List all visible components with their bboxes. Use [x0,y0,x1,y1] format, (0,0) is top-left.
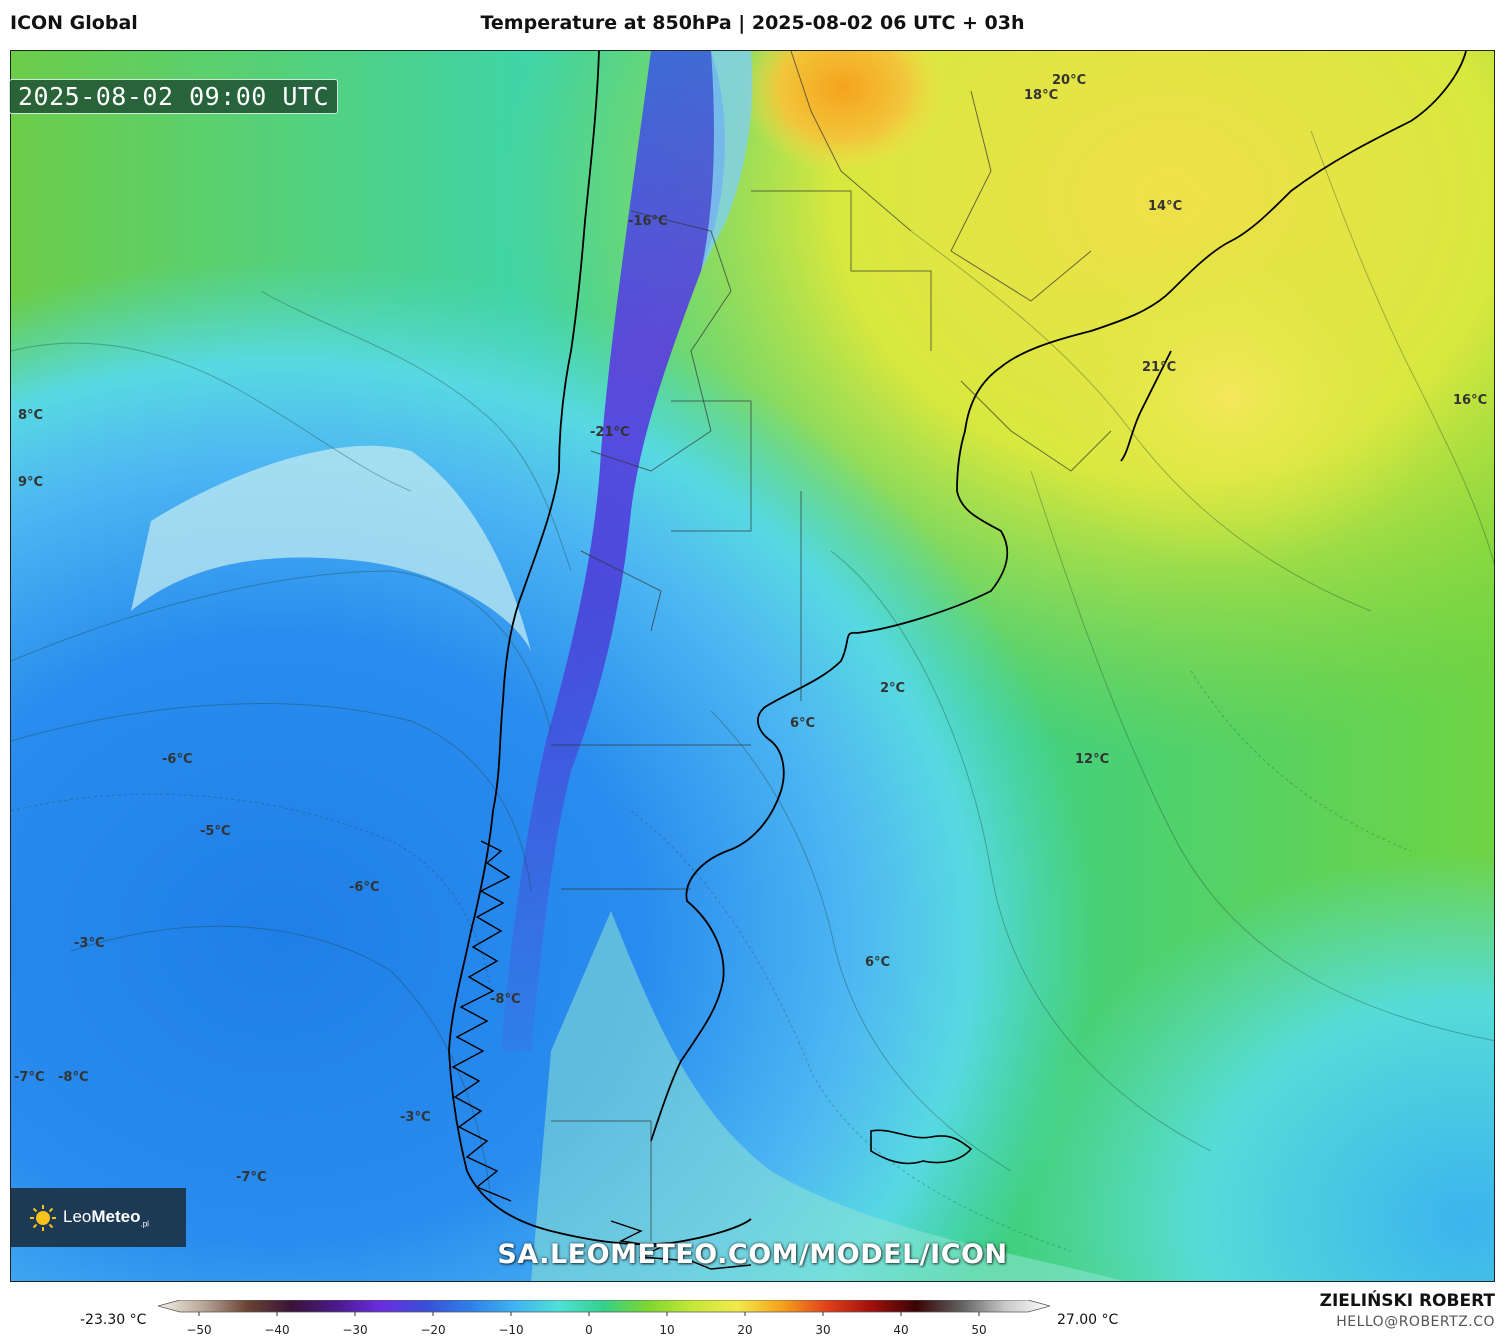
temp-label: 20°C [1052,73,1087,88]
temp-label: 21°C [1142,360,1177,375]
temp-label: -8°C [490,992,521,1007]
temp-label: 2°C [880,681,906,696]
temp-label: 8°C [18,408,44,423]
temp-label: -16°C [628,214,668,229]
legend-tick-label: 50 [971,1323,986,1337]
leometeo-logo: LeoMeteo.pl [11,1188,186,1247]
legend-min-label: -23.30 °C [80,1312,147,1328]
color-scale-legend: −50 −40 −30 −20 −10 0 10 20 30 40 50 [158,1300,1050,1337]
temp-label: -7°C [14,1070,45,1085]
temp-label: -21°C [590,425,630,440]
legend-tick-label: −20 [420,1323,445,1337]
legend-tick-label: 40 [893,1323,908,1337]
legend-tick-label: −10 [498,1323,523,1337]
temp-label: 16°C [1453,393,1488,408]
temp-label: 9°C [18,475,44,490]
temp-label: -6°C [349,880,380,895]
author-name: ZIELIŃSKI ROBERT [1319,1291,1495,1311]
sun-icon [30,1204,56,1231]
temp-label: -3°C [400,1110,431,1125]
legend-tick-label: 20 [737,1323,752,1337]
legend-tick-label: 0 [585,1323,593,1337]
url-watermark: SA.LEOMETEO.COM/MODEL/ICON [497,1239,1008,1270]
temp-label: 18°C [1024,88,1059,103]
legend-tick-label: −40 [264,1323,289,1337]
temperature-map [10,50,1495,1282]
model-name: ICON Global [10,12,138,34]
temp-label: -7°C [236,1170,267,1185]
legend-tick-label: 30 [815,1323,830,1337]
legend-max-label: 27.00 °C [1057,1312,1119,1328]
logo-text: LeoMeteo.pl [63,1206,149,1229]
temp-label: -6°C [162,752,193,767]
temp-label: -5°C [200,824,231,839]
temp-label: 12°C [1075,752,1110,767]
map-title: Temperature at 850hPa | 2025-08-02 06 UT… [480,12,1025,34]
temp-label: -8°C [58,1070,89,1085]
temp-label: 14°C [1148,199,1183,214]
author-email: HELLO@ROBERTZ.CO [1336,1314,1495,1330]
valid-time-badge: 2025-08-02 09:00 UTC [9,79,339,114]
temp-label: 6°C [865,955,891,970]
legend-tick-label: 10 [659,1323,674,1337]
legend-tick-label: −30 [342,1323,367,1337]
temp-label: -3°C [74,936,105,951]
temperature-field-graphic [11,51,1494,1281]
temp-label: 6°C [790,716,816,731]
legend-tick-label: −50 [186,1323,211,1337]
